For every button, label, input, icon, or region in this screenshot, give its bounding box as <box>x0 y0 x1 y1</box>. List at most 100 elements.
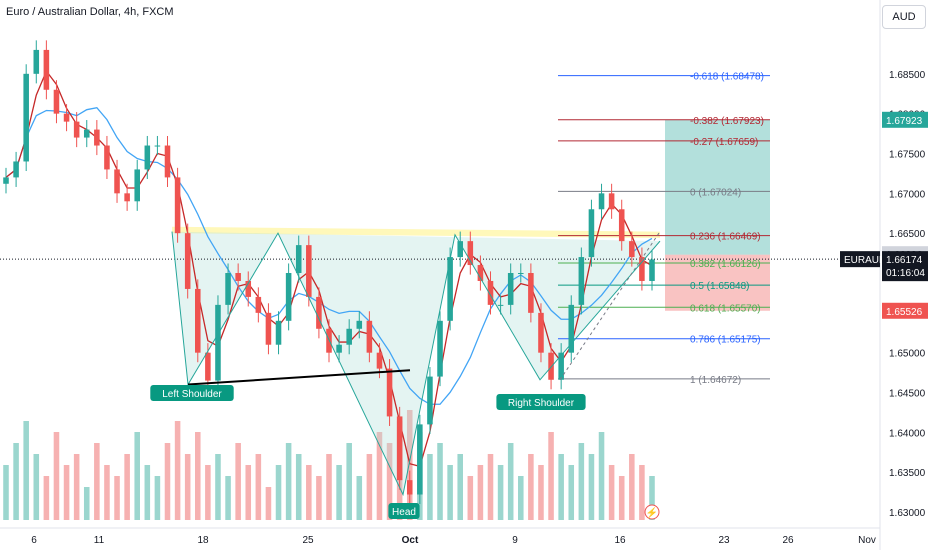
x-tick-label: Nov <box>858 535 876 546</box>
candle-body <box>629 241 635 258</box>
currency-button[interactable]: AUD <box>882 5 926 29</box>
volume-bar <box>326 454 332 520</box>
volume-bar <box>63 465 70 520</box>
candle-body <box>205 352 211 381</box>
candle-body <box>608 193 615 210</box>
volume-bar <box>528 454 534 520</box>
head-label-bg <box>388 503 420 519</box>
volume-bar <box>386 443 393 520</box>
candle-body <box>3 177 9 184</box>
candle-body <box>134 169 140 202</box>
right-shoulder-label: Right Shoulder <box>508 398 575 409</box>
candle-body <box>356 320 363 329</box>
volume-bar <box>538 465 544 520</box>
lightning-icon: ⚡ <box>646 506 658 519</box>
target-price-badge-bg <box>882 111 928 128</box>
y-tick-label: 1.66500 <box>889 229 926 240</box>
candle-body <box>114 169 120 194</box>
candle-body <box>528 273 534 313</box>
volume-bar <box>265 487 272 520</box>
alert-icon <box>644 504 660 520</box>
volume-bar <box>144 465 151 520</box>
fib-label: 0.236 (1.66469) <box>690 232 761 243</box>
candle-body <box>306 245 312 297</box>
candle-body <box>639 257 645 281</box>
candle-body <box>497 304 504 306</box>
candle-body <box>174 177 181 234</box>
volume-bar <box>43 476 50 520</box>
candle-body <box>649 259 655 281</box>
candle-body <box>94 129 100 146</box>
candle-body <box>144 145 151 170</box>
candle-body <box>578 257 585 305</box>
candle-body <box>265 312 272 345</box>
fib-label: -0.27 (1.67659) <box>690 137 758 148</box>
fib-label: 0.382 (1.66126) <box>690 259 761 270</box>
volume-bar <box>316 476 322 520</box>
x-tick-label: 6 <box>31 535 37 546</box>
volume-bar <box>518 476 524 520</box>
volume-bar <box>124 454 130 520</box>
volume-bar <box>285 443 292 520</box>
candle-body <box>336 344 342 353</box>
volume-bar <box>114 476 120 520</box>
volume-bar <box>174 421 181 520</box>
volume-bar <box>366 454 373 520</box>
candle-body <box>467 241 474 266</box>
volume-bar <box>548 432 554 520</box>
volume-bar <box>497 465 504 520</box>
symbol-badge-bg <box>840 251 880 268</box>
volume-bar <box>629 454 635 520</box>
fib-label: 0 (1.67024) <box>690 187 741 198</box>
candle-body <box>437 320 443 377</box>
volume-bar <box>225 476 231 520</box>
volume-bar <box>23 421 29 520</box>
candle-body <box>568 304 575 353</box>
volume-bar <box>507 443 514 520</box>
candle-body <box>295 245 302 274</box>
y-tick-label: 1.64500 <box>889 389 926 400</box>
volume-bar <box>639 465 645 520</box>
x-tick-label: 26 <box>782 535 794 546</box>
candle-body <box>316 296 322 329</box>
candle-body <box>588 209 595 258</box>
volume-bar <box>588 454 595 520</box>
fib-label: 0.5 (1.65848) <box>690 281 750 292</box>
candle-body <box>275 320 282 345</box>
volume-bar <box>487 454 494 520</box>
volume-bar <box>618 476 625 520</box>
candle-body <box>245 280 252 297</box>
fib-label: 0.786 (1.65175) <box>690 335 761 346</box>
candle-body <box>417 424 423 495</box>
volume-bar <box>33 454 40 520</box>
volume-bar <box>568 465 575 520</box>
volume-bar <box>94 443 100 520</box>
symbol-badge: EURAUD <box>844 255 886 266</box>
candle-body <box>83 129 90 138</box>
neckline-band <box>172 226 660 238</box>
candle-body <box>598 193 605 210</box>
candle-body <box>43 49 50 90</box>
candle-body <box>548 352 554 380</box>
candle-body <box>23 73 29 162</box>
volume-bar <box>205 465 211 520</box>
stop-price-badge: 1.65526 <box>886 307 923 318</box>
volume-bar <box>649 476 655 520</box>
x-tick-label: 25 <box>302 535 314 546</box>
volume-bar <box>195 432 201 520</box>
candle-body <box>447 257 453 321</box>
right-shoulder-label-bg <box>496 394 586 410</box>
volume-bar <box>83 487 90 520</box>
volume-bar <box>346 443 352 520</box>
y-tick-label: 1.68500 <box>889 70 926 81</box>
candle-body <box>13 161 19 178</box>
volume-bar <box>427 454 433 520</box>
volume-bar <box>255 454 262 520</box>
candle-body <box>457 241 463 258</box>
volume-bar <box>154 476 161 520</box>
candle-body <box>376 352 383 369</box>
candle-body <box>538 312 544 353</box>
neckline-bottom-line <box>187 369 411 386</box>
volume-bar <box>306 465 312 520</box>
